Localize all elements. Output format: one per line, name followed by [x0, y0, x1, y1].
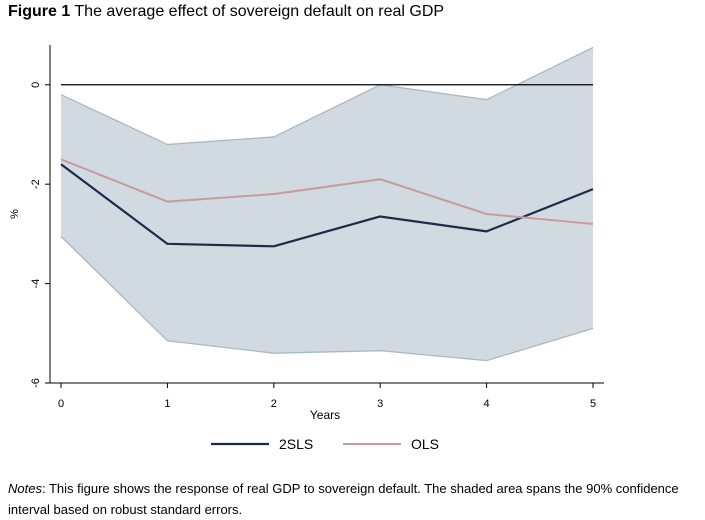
x-tick-label: 0 — [58, 398, 64, 410]
legend-label-ols: OLS — [411, 436, 439, 452]
x-tick-label: 3 — [377, 398, 383, 410]
figure-title-text: The average effect of sovereign default … — [74, 3, 445, 20]
series-line-2sls — [60, 163, 594, 248]
figure-title: Figure 1 The average effect of sovereign… — [8, 3, 444, 21]
y-tick-label: -4 — [30, 279, 42, 289]
confidence-band-layer — [60, 46, 594, 362]
y-tick-label: -2 — [30, 179, 42, 189]
axis-layer: 0 -2 -4 -6 0 1 2 3 4 5 Years% — [9, 45, 604, 422]
x-axis-label: Years — [310, 408, 340, 422]
confidence-band-upper-edge — [60, 46, 594, 146]
legend-label-2sls: 2SLS — [279, 436, 313, 452]
notes-label: Notes — [8, 481, 42, 496]
confidence-band-lower-edge — [60, 235, 594, 362]
x-tick-label: 5 — [590, 398, 596, 410]
series-layer — [60, 158, 594, 248]
figure-label: Figure 1 — [8, 3, 71, 20]
y-axis-label: % — [9, 209, 21, 219]
legend: 2SLS OLS — [211, 436, 439, 452]
y-tick-label: 0 — [30, 82, 42, 88]
y-tick-label: -6 — [30, 378, 42, 388]
x-tick-label: 2 — [271, 398, 277, 410]
series-line-ols — [60, 158, 594, 225]
confidence-band-area — [61, 47, 593, 361]
chart: 0 -2 -4 -6 0 1 2 3 4 5 Years% 2SLS OLS — [9, 45, 604, 452]
figure-notes: Notes: This figure shows the response of… — [8, 478, 700, 520]
notes-text: : This figure shows the response of real… — [8, 481, 679, 517]
x-tick-label: 4 — [484, 398, 490, 410]
x-tick-label: 1 — [164, 398, 170, 410]
